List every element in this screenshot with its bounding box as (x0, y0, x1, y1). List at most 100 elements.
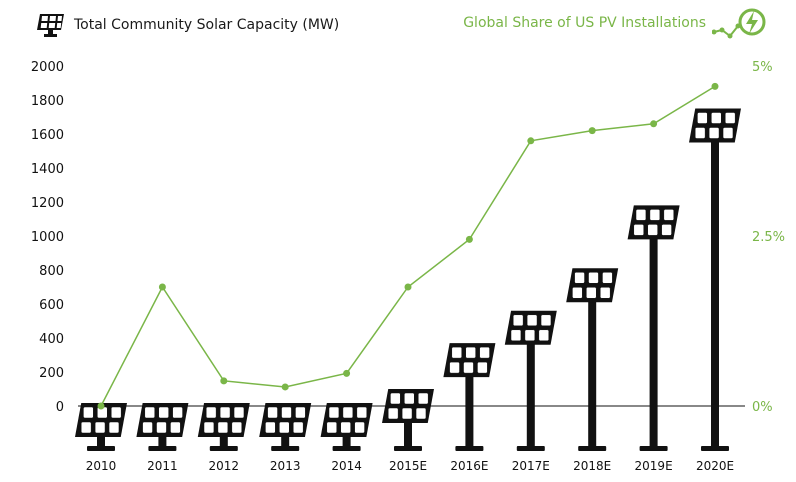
bar-foot (578, 446, 607, 451)
x-tick-label: 2016E (450, 459, 488, 473)
bar (382, 389, 434, 451)
solar-panel-cell (205, 406, 217, 419)
solar-panel-cell (144, 406, 155, 419)
solar-panel-cell (170, 421, 181, 434)
bar-foot (209, 446, 238, 451)
y-left-tick-label: 1200 (31, 196, 64, 211)
solar-panel-cell (94, 421, 106, 434)
solar-panel-cell (477, 361, 488, 374)
bar-pole (649, 222, 658, 448)
y-left-tick-label: 1600 (31, 128, 64, 143)
bar-pole (711, 125, 719, 448)
y-right-tick-label: 2.5% (752, 230, 785, 245)
solar-panel-cell (463, 361, 474, 374)
solar-panel-cell (83, 406, 94, 419)
lightning-bolt-icon (712, 8, 766, 39)
solar-panel-cell (158, 406, 169, 419)
solar-panel-cell (279, 421, 290, 434)
solar-panel-cell (342, 406, 354, 419)
solar-panel-cell (465, 346, 476, 359)
share-point (220, 377, 228, 385)
solar-panel-cell (711, 112, 722, 124)
solar-panel-cell (156, 421, 167, 434)
bar-foot (148, 446, 177, 451)
y-right-tick-label: 0% (752, 400, 773, 415)
solar-panel-cell (479, 346, 490, 359)
solar-panel-cell (722, 127, 734, 139)
share-point (650, 120, 658, 128)
solar-panel-cell (267, 406, 278, 419)
solar-panel-cell (647, 224, 658, 236)
solar-panel-cell (281, 406, 292, 419)
share-point (588, 127, 596, 135)
y-left-tick-label: 1800 (31, 94, 64, 109)
bar-pole (588, 285, 597, 448)
x-tick-label: 2017E (512, 459, 550, 473)
x-tick-label: 2011 (147, 459, 178, 473)
share-point (97, 402, 105, 410)
bar-foot (394, 446, 422, 451)
y-left-tick-label: 200 (39, 366, 64, 381)
x-tick-label: 2010 (86, 459, 117, 473)
share-line (100, 85, 716, 407)
solar-panel-cell (538, 329, 550, 342)
share-point (281, 383, 289, 391)
y-left-tick-label: 600 (39, 298, 64, 313)
bar-foot (87, 446, 115, 451)
y-right-tick-label: 5% (752, 60, 773, 75)
share-point (527, 137, 535, 145)
solar-panel-cell (231, 421, 243, 434)
bar (504, 310, 557, 451)
bar (443, 343, 496, 451)
bar-foot (701, 446, 729, 451)
bar (259, 403, 312, 451)
legend-left-label: Total Community Solar Capacity (MW) (74, 17, 340, 33)
solar-panel-cell (588, 272, 599, 284)
solar-panel-cell (574, 272, 585, 284)
bar (75, 403, 127, 451)
y-left-tick-label: 1000 (31, 230, 64, 245)
bar (320, 403, 373, 451)
solar-panel-cell (697, 112, 708, 124)
y-left-tick-label: 0 (56, 400, 64, 415)
solar-panel-cell (203, 421, 215, 434)
solar-panel-cell (635, 209, 647, 221)
share-point (158, 283, 166, 291)
share-point (343, 369, 351, 377)
bar-pole (404, 406, 412, 448)
solar-panel-cell (340, 421, 351, 434)
y-left-tick-label: 2000 (31, 60, 64, 75)
x-tick-label: 2015E (389, 459, 427, 473)
solar-panel-cell (526, 314, 538, 327)
solar-panel-cell (292, 421, 304, 434)
solar-panel-cell (108, 421, 120, 434)
x-tick-label: 2019E (635, 459, 673, 473)
solar-panel-cell (599, 287, 611, 299)
x-tick-label: 2018E (573, 459, 611, 473)
share-point (465, 235, 473, 243)
solar-panel-cell (524, 329, 536, 342)
x-tick-label: 2014 (331, 459, 362, 473)
solar-panel-cell (233, 406, 245, 419)
solar-panel-cell (354, 421, 365, 434)
legend-left: Total Community Solar Capacity (MW) (36, 12, 339, 38)
solar-panel-cell (724, 112, 736, 124)
y-left-tick-label: 400 (39, 332, 64, 347)
solar-panel-cell (326, 421, 337, 434)
solar-panel-cell (401, 407, 413, 420)
solar-panel-cell (417, 392, 429, 405)
bar-foot (516, 446, 545, 451)
y-left-tick-label: 800 (39, 264, 64, 279)
bar (197, 403, 250, 451)
solar-panel-cell (295, 406, 306, 419)
x-tick-label: 2013 (270, 459, 301, 473)
solar-panel-cell (540, 314, 552, 327)
solar-panel-cell (265, 421, 276, 434)
bar (627, 205, 680, 451)
solar-panel-cell (142, 421, 153, 434)
solar-panel-cell (661, 224, 672, 236)
bar-foot (271, 446, 300, 451)
solar-panel-cell (633, 224, 644, 236)
solar-panel-cell (449, 361, 460, 374)
y-left-tick-label: 1400 (31, 162, 64, 177)
